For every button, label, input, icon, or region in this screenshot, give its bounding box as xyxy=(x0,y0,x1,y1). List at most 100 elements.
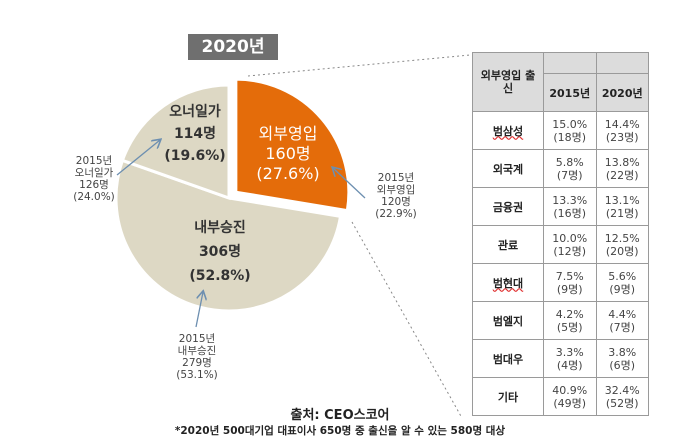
slice-count: 160명 xyxy=(265,144,311,163)
cell-pct: 7.5% xyxy=(555,269,584,283)
cell-pct: 4.4% xyxy=(608,307,637,321)
annotation-2015-external: 2015년 외부영입 120명 (22.9%) xyxy=(364,172,428,220)
cell-count: (4명) xyxy=(556,358,583,372)
slice-count: 114명 xyxy=(173,126,217,142)
cell-count: (9명) xyxy=(609,282,636,296)
cell-pct: 15.0% xyxy=(552,117,588,131)
cell-2020: 12.5% (20명) xyxy=(595,225,649,264)
slice-pct: (27.6%) xyxy=(256,164,320,183)
pie-slice-2 xyxy=(120,83,231,201)
cell-pct: 13.1% xyxy=(604,193,640,207)
cell-count: (21명) xyxy=(605,206,639,220)
source-note: 출처: CEO스코어 xyxy=(290,408,390,423)
annotation-name: 오너일가 xyxy=(74,167,114,179)
slice-name: 오너일가 xyxy=(169,104,221,120)
cell-2015: 3.3% (4명) xyxy=(543,339,597,378)
table-row: 범삼성 15.0% (18명) 14.4% (23명) xyxy=(472,111,649,150)
table-header-category: 외부영입 출신 xyxy=(472,52,544,112)
cell-2015: 10.0% (12명) xyxy=(543,225,597,264)
table-header-blank xyxy=(595,52,649,74)
cell-2015: 13.3% (16명) xyxy=(543,187,597,226)
cell-count: (22명) xyxy=(605,168,639,182)
cell-pct: 5.6% xyxy=(608,269,637,283)
cell-count: (5명) xyxy=(556,320,583,334)
cell-2020: 5.6% (9명) xyxy=(595,263,649,302)
annotation-pct: (24.0%) xyxy=(73,191,115,203)
slice-label-internal: 내부승진 306명 (52.8%) xyxy=(170,216,270,288)
arrow-external xyxy=(333,168,366,199)
row-label: 범현대 xyxy=(492,276,524,290)
cell-count: (6명) xyxy=(609,358,636,372)
cell-pct: 3.3% xyxy=(555,345,584,359)
cell-count: (23명) xyxy=(605,130,639,144)
footnote: *2020년 500대기업 대표이사 650명 중 출신을 알 수 있는 580… xyxy=(174,425,506,437)
cell-pct: 14.4% xyxy=(604,117,640,131)
cell-count: (7명) xyxy=(609,320,636,334)
annotation-2015-owner: 2015년 오너일가 126명 (24.0%) xyxy=(62,155,126,203)
cell-pct: 13.3% xyxy=(552,193,588,207)
row-label: 범삼성 xyxy=(492,124,524,138)
cell-pct: 10.0% xyxy=(552,231,588,245)
slice-count: 306명 xyxy=(198,244,242,260)
pie-slice-0 xyxy=(234,77,351,213)
cell-2015: 4.2% (5명) xyxy=(543,301,597,340)
cell-count: (20명) xyxy=(605,244,639,258)
annotation-count: 126명 xyxy=(79,179,109,191)
cell-count: (7명) xyxy=(556,168,583,182)
cell-2020: 13.1% (21명) xyxy=(595,187,649,226)
slice-label-owner: 오너일가 114명 (19.6%) xyxy=(145,101,245,167)
cell-count: (52명) xyxy=(605,396,639,410)
cell-2020: 32.4% (52명) xyxy=(595,377,649,416)
cell-2015: 5.8% (7명) xyxy=(543,149,597,188)
table-row: 범대우 3.3% (4명) 3.8% (6명) xyxy=(472,339,649,378)
slice-pct: (52.8%) xyxy=(189,268,251,284)
arrow-owner xyxy=(116,140,160,176)
cell-pct: 13.8% xyxy=(604,155,640,169)
table-row: 기타 40.9% (49명) 32.4% (52명) xyxy=(472,377,649,416)
row-label: 범대우 xyxy=(492,352,524,366)
pie-slice-1 xyxy=(114,158,343,313)
zoom-guide-line-top xyxy=(247,54,471,77)
cell-pct: 12.5% xyxy=(604,231,640,245)
annotation-2015-internal: 2015년 내부승진 279명 (53.1%) xyxy=(165,333,229,381)
external-hire-breakdown-table: 외부영입 출신 2015년 2020년 범삼성 15.0% (18명) 14.4% (2… xyxy=(472,52,649,416)
cell-pct: 40.9% xyxy=(552,383,588,397)
annotation-count: 279명 xyxy=(182,357,212,369)
cell-pct: 5.8% xyxy=(555,155,584,169)
arrow-internal xyxy=(195,292,203,328)
cell-2015: 7.5% (9명) xyxy=(543,263,597,302)
table-row: 금융권 13.3% (16명) 13.1% (21명) xyxy=(472,187,649,226)
row-label: 관료 xyxy=(497,238,519,252)
slice-name: 외부영입 xyxy=(258,124,318,143)
table-row: 범현대 7.5% (9명) 5.6% (9명) xyxy=(472,263,649,302)
table-header-2015: 2015년 xyxy=(543,73,597,112)
cell-count: (16명) xyxy=(553,206,587,220)
cell-2020: 14.4% (23명) xyxy=(595,111,649,150)
slice-label-external: 외부영입 160명 (27.6%) xyxy=(238,124,338,184)
annotation-name: 내부승진 xyxy=(177,345,217,357)
annotation-year: 2015년 xyxy=(377,172,415,184)
cell-pct: 4.2% xyxy=(555,307,584,321)
cell-count: (12명) xyxy=(553,244,587,258)
cell-count: (9명) xyxy=(556,282,583,296)
annotation-name: 외부영입 xyxy=(376,184,416,196)
zoom-guide-line-bottom xyxy=(351,221,463,419)
row-label: 외국계 xyxy=(492,162,524,176)
table-row: 외국계 5.8% (7명) 13.8% (22명) xyxy=(472,149,649,188)
cell-2020: 4.4% (7명) xyxy=(595,301,649,340)
table-row: 범엘지 4.2% (5명) 4.4% (7명) xyxy=(472,301,649,340)
row-label: 범엘지 xyxy=(492,314,524,328)
table-header-blank xyxy=(543,52,597,74)
annotation-year: 2015년 xyxy=(75,155,113,167)
annotation-count: 120명 xyxy=(381,196,411,208)
cell-count: (49명) xyxy=(553,396,587,410)
cell-2020: 3.8% (6명) xyxy=(595,339,649,378)
slice-name: 내부승진 xyxy=(194,220,246,236)
cell-2015: 15.0% (18명) xyxy=(543,111,597,150)
cell-2020: 13.8% (22명) xyxy=(595,149,649,188)
row-label: 기타 xyxy=(497,390,519,404)
cell-pct: 32.4% xyxy=(604,383,640,397)
table-header-2020: 2020년 xyxy=(595,73,649,112)
